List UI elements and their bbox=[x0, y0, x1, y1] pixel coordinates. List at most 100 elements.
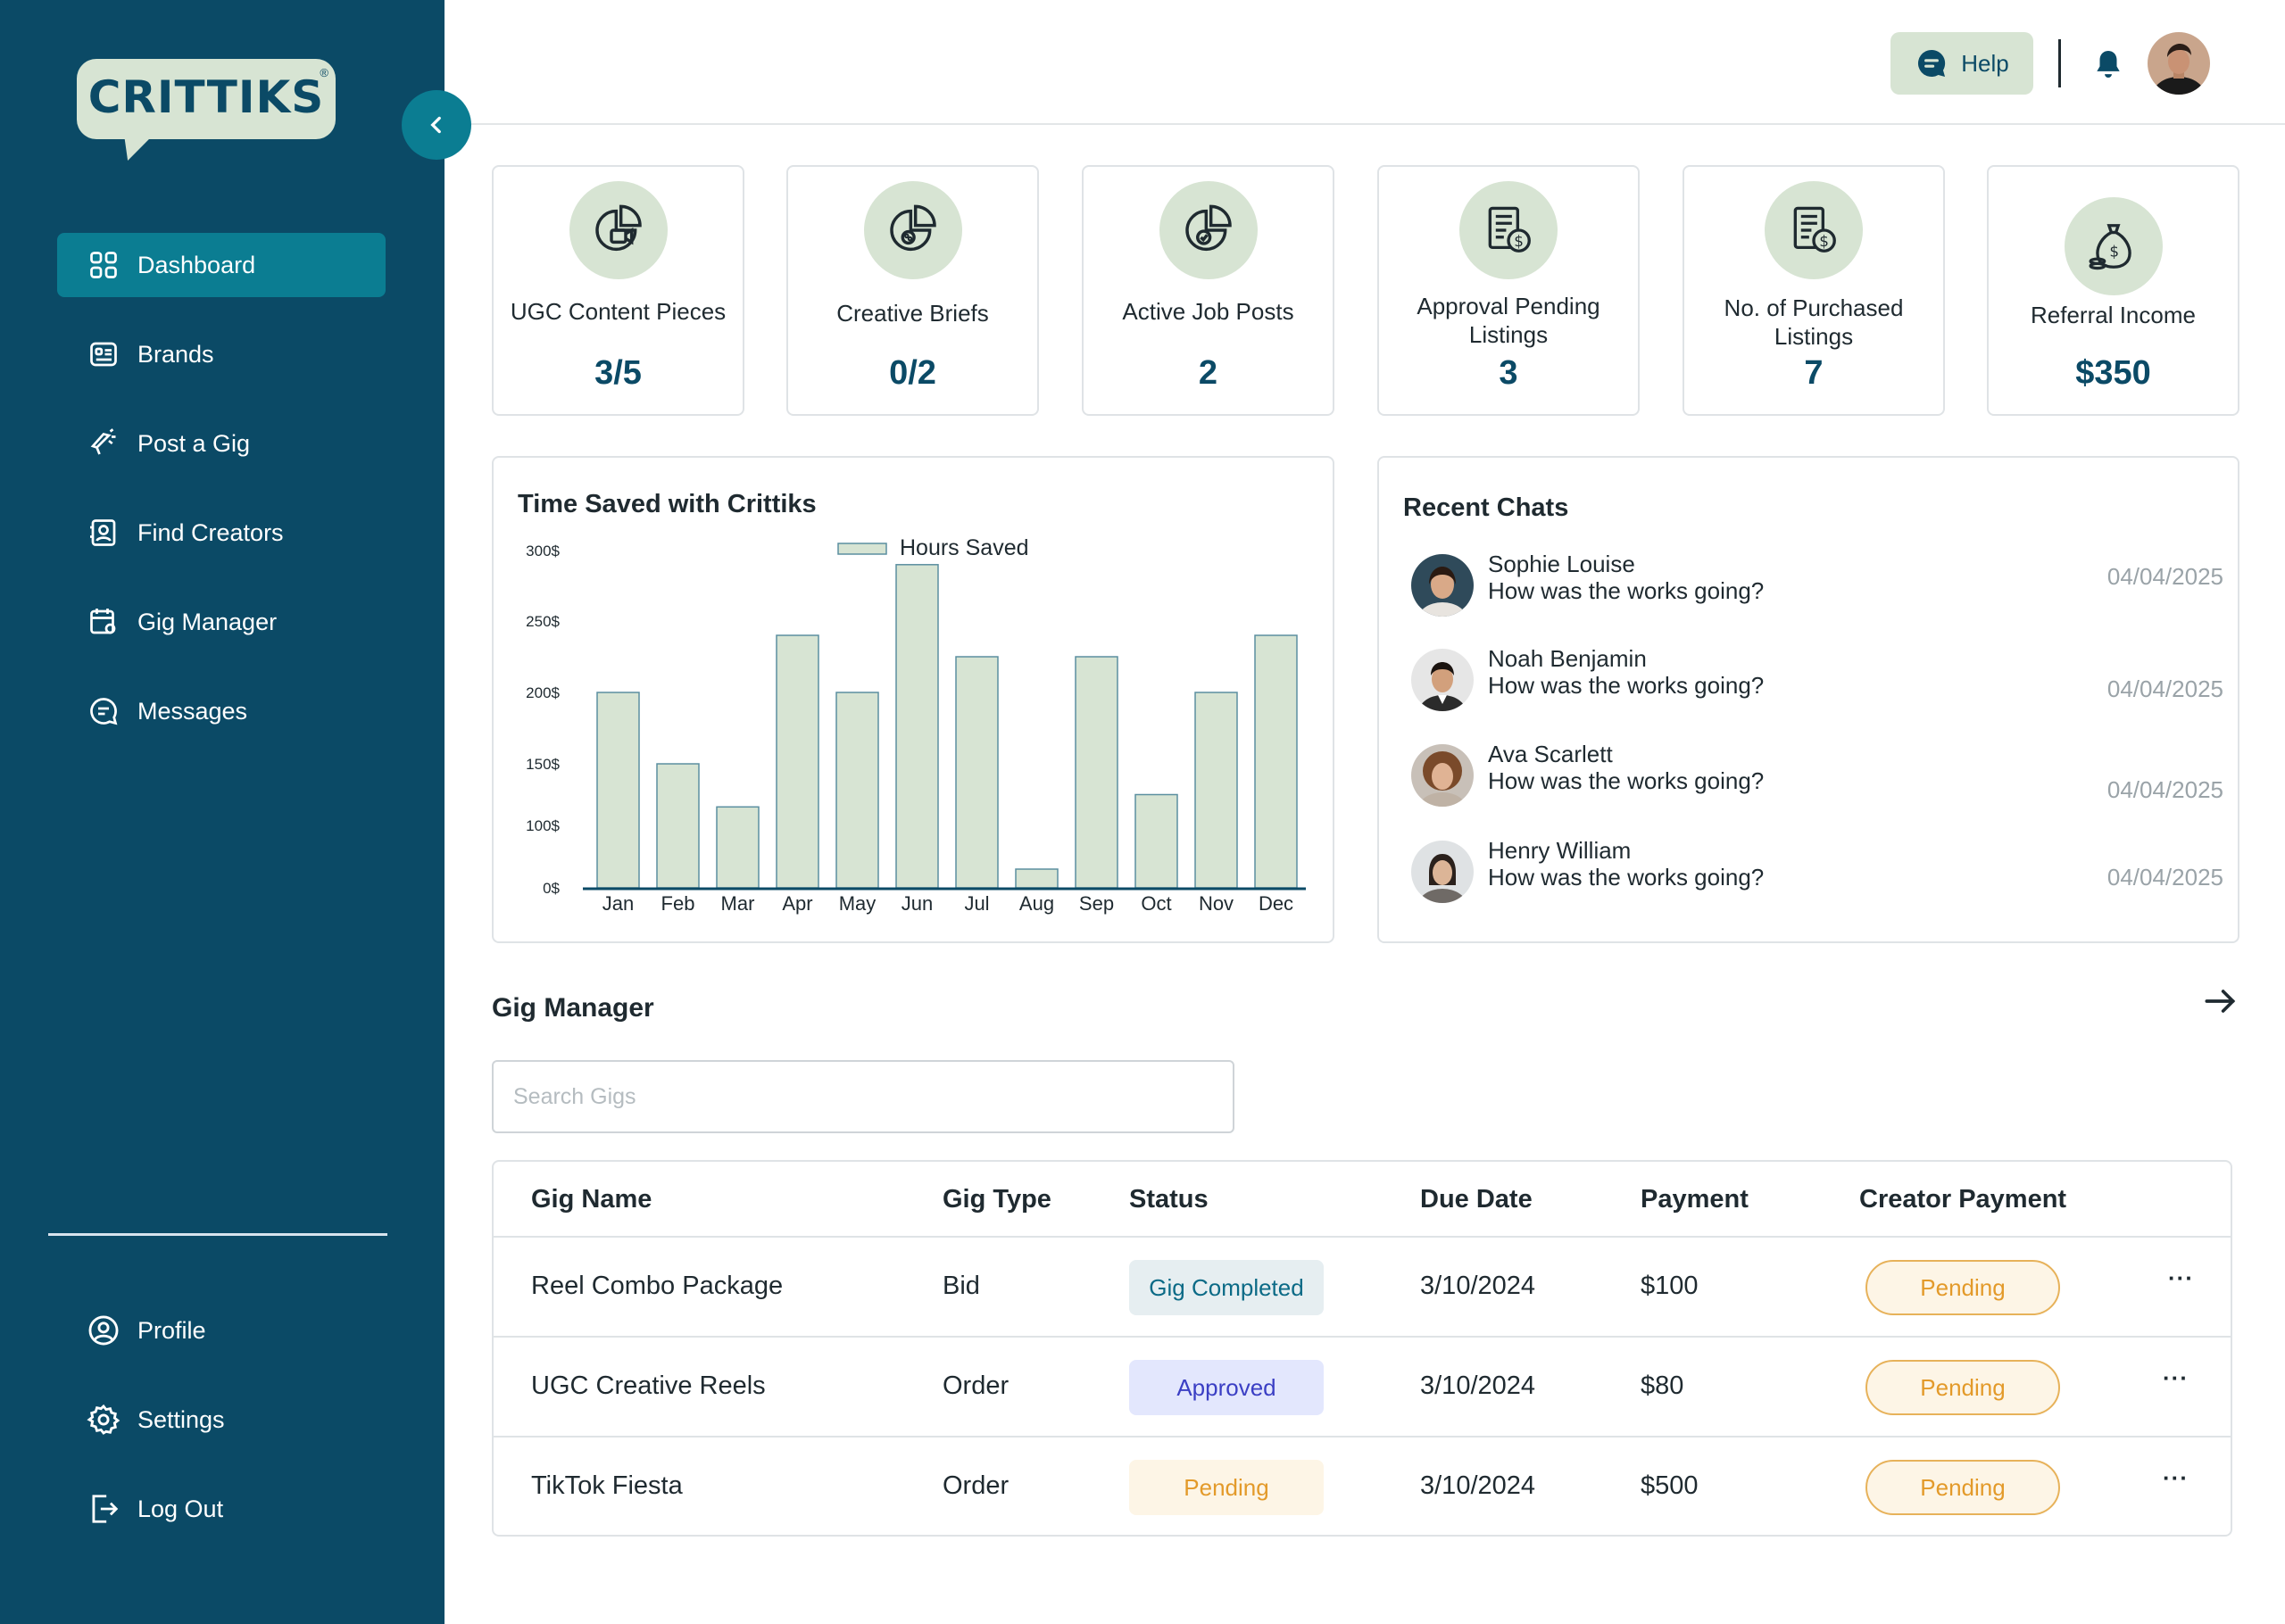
sidebar: CRITTIKS ® Dashboard Brands Post a Gig bbox=[0, 0, 445, 1624]
chat-message: How was the works going? bbox=[1488, 864, 1765, 891]
notification-bell-icon[interactable] bbox=[2087, 43, 2130, 86]
table-row[interactable]: Reel Combo Package Bid Gig Completed 3/1… bbox=[494, 1238, 2231, 1338]
stat-card-purchased-listings[interactable]: $ No. of Purchased Listings 7 bbox=[1683, 165, 1945, 416]
pie-check-icon bbox=[1159, 181, 1258, 279]
invoice-dollar-icon: $ bbox=[1765, 181, 1863, 279]
sidebar-item-label: Gig Manager bbox=[137, 608, 278, 635]
user-avatar[interactable] bbox=[2148, 32, 2210, 95]
chart-title: Time Saved with Crittiks bbox=[518, 490, 817, 518]
sidebar-item-settings[interactable]: Settings bbox=[57, 1388, 386, 1452]
chat-date: 04/04/2025 bbox=[2106, 776, 2223, 803]
column-header-payment[interactable]: Payment bbox=[1641, 1185, 1749, 1214]
logo-registered-mark: ® bbox=[320, 66, 328, 79]
search-gigs-input[interactable] bbox=[492, 1060, 1234, 1133]
chat-bubble-icon bbox=[1918, 49, 1946, 78]
more-options-icon[interactable]: ··· bbox=[2168, 1264, 2194, 1291]
sidebar-item-logout[interactable]: Log Out bbox=[57, 1477, 386, 1541]
chat-name: Henry William bbox=[1488, 837, 1632, 864]
gig-table: Gig Name Gig Type Status Due Date Paymen… bbox=[492, 1160, 2232, 1537]
chat-date: 04/04/2025 bbox=[2106, 675, 2223, 702]
y-tick-label: 250$ bbox=[526, 613, 560, 630]
column-header-creator-payment[interactable]: Creator Payment bbox=[1859, 1185, 2067, 1214]
chart-bar bbox=[955, 656, 999, 889]
collapse-sidebar-button[interactable] bbox=[402, 90, 471, 160]
sidebar-item-gig-manager[interactable]: Gig Manager bbox=[57, 590, 386, 654]
stat-card-ugc-content[interactable]: UGC Content Pieces 3/5 bbox=[492, 165, 744, 416]
chat-avatar bbox=[1411, 649, 1474, 711]
x-tick-label: Nov bbox=[1199, 892, 1234, 915]
arrow-right-icon[interactable] bbox=[2200, 982, 2243, 1024]
x-tick-label: Dec bbox=[1259, 892, 1293, 915]
chat-date: 04/04/2025 bbox=[2106, 563, 2223, 590]
crittiks-logo[interactable]: CRITTIKS ® bbox=[77, 59, 336, 161]
table-header: Gig Name Gig Type Status Due Date Paymen… bbox=[494, 1162, 2231, 1238]
more-options-icon[interactable]: ··· bbox=[2163, 1464, 2189, 1491]
creator-payment-badge[interactable]: Pending bbox=[1865, 1260, 2060, 1315]
chat-item[interactable]: Noah Benjamin How was the works going? 0… bbox=[1411, 645, 2223, 713]
dashboard-icon bbox=[86, 247, 121, 283]
sidebar-divider bbox=[48, 1233, 387, 1236]
sidebar-item-label: Log Out bbox=[137, 1495, 224, 1522]
sidebar-item-brands[interactable]: Brands bbox=[57, 322, 386, 386]
sidebar-item-label: Dashboard bbox=[137, 251, 256, 278]
x-tick-label: Jan bbox=[602, 892, 634, 915]
legend-swatch bbox=[837, 543, 887, 555]
stat-value: 3/5 bbox=[594, 354, 642, 392]
payment-cell: $500 bbox=[1641, 1471, 1699, 1500]
chat-item[interactable]: Ava Scarlett How was the works going? 04… bbox=[1411, 741, 2223, 808]
column-header-status[interactable]: Status bbox=[1129, 1185, 1209, 1214]
sidebar-item-label: Post a Gig bbox=[137, 429, 251, 457]
sidebar-item-post-a-gig[interactable]: Post a Gig bbox=[57, 411, 386, 476]
help-button[interactable]: Help bbox=[1890, 32, 2033, 95]
gig-type-cell: Order bbox=[943, 1371, 1010, 1400]
sidebar-item-dashboard[interactable]: Dashboard bbox=[57, 233, 386, 297]
sidebar-item-messages[interactable]: Messages bbox=[57, 679, 386, 743]
chat-name: Ava Scarlett bbox=[1488, 741, 1613, 767]
stat-label: Referral Income bbox=[2031, 302, 2196, 328]
chat-item[interactable]: Henry William How was the works going? 0… bbox=[1411, 837, 2223, 905]
chart-bar bbox=[656, 763, 700, 889]
table-row[interactable]: UGC Creative Reels Order Approved 3/10/2… bbox=[494, 1338, 2231, 1438]
y-tick-label: 150$ bbox=[526, 756, 560, 773]
stat-value: $350 bbox=[2075, 354, 2151, 392]
logo-bubble bbox=[77, 59, 336, 139]
megaphone-icon bbox=[86, 426, 121, 461]
stat-card-creative-briefs[interactable]: Creative Briefs 0/2 bbox=[786, 165, 1039, 416]
sidebar-item-find-creators[interactable]: Find Creators bbox=[57, 501, 386, 565]
logo-text: CRITTIKS bbox=[87, 71, 325, 123]
creator-payment-badge[interactable]: Pending bbox=[1865, 1360, 2060, 1415]
y-tick-label: 100$ bbox=[526, 817, 560, 834]
stat-label: UGC Content Pieces bbox=[510, 298, 727, 325]
sidebar-item-label: Messages bbox=[137, 697, 248, 725]
column-header-gig-name[interactable]: Gig Name bbox=[531, 1185, 652, 1214]
chat-date: 04/04/2025 bbox=[2106, 864, 2223, 891]
column-header-due-date[interactable]: Due Date bbox=[1420, 1185, 1533, 1214]
gig-name-cell: UGC Creative Reels bbox=[531, 1371, 766, 1400]
stat-value: 0/2 bbox=[889, 354, 936, 392]
x-tick-label: Mar bbox=[721, 892, 755, 915]
chart-bar bbox=[1254, 634, 1298, 889]
sidebar-bottom-nav: Profile Settings Log Out bbox=[57, 1298, 386, 1566]
stat-card-approval-pending[interactable]: $ Approval Pending Listings 3 bbox=[1377, 165, 1640, 416]
pie-video-icon bbox=[569, 181, 668, 279]
chat-message: How was the works going? bbox=[1488, 672, 1765, 699]
bar-chart: 0$ 100$ 150$ 200$ 250$ 300$ Jan Feb Mar Apr May Jun… bbox=[526, 535, 1306, 915]
find-creators-icon bbox=[86, 515, 121, 551]
sidebar-item-profile[interactable]: Profile bbox=[57, 1298, 386, 1363]
creator-payment-badge[interactable]: Pending bbox=[1865, 1460, 2060, 1515]
invoice-dollar-icon: $ bbox=[1459, 181, 1558, 279]
chat-name: Noah Benjamin bbox=[1488, 645, 1647, 672]
gig-manager-icon bbox=[86, 604, 121, 640]
column-header-gig-type[interactable]: Gig Type bbox=[943, 1185, 1051, 1214]
x-tick-label: May bbox=[839, 892, 877, 915]
table-row[interactable]: TikTok Fiesta Order Pending 3/10/2024 $5… bbox=[494, 1438, 2231, 1537]
chat-item[interactable]: Sophie Louise How was the works going? 0… bbox=[1411, 551, 2223, 618]
stat-card-referral-income[interactable]: $ Referral Income $350 bbox=[1987, 165, 2239, 416]
sidebar-item-label: Profile bbox=[137, 1316, 206, 1344]
stat-card-active-job-posts[interactable]: Active Job Posts 2 bbox=[1082, 165, 1334, 416]
stat-value: 3 bbox=[1499, 354, 1518, 392]
more-options-icon[interactable]: ··· bbox=[2163, 1364, 2189, 1391]
chart-bar bbox=[596, 692, 640, 889]
stat-value: 2 bbox=[1198, 354, 1218, 392]
sidebar-nav: Dashboard Brands Post a Gig Find Creator… bbox=[57, 233, 386, 768]
